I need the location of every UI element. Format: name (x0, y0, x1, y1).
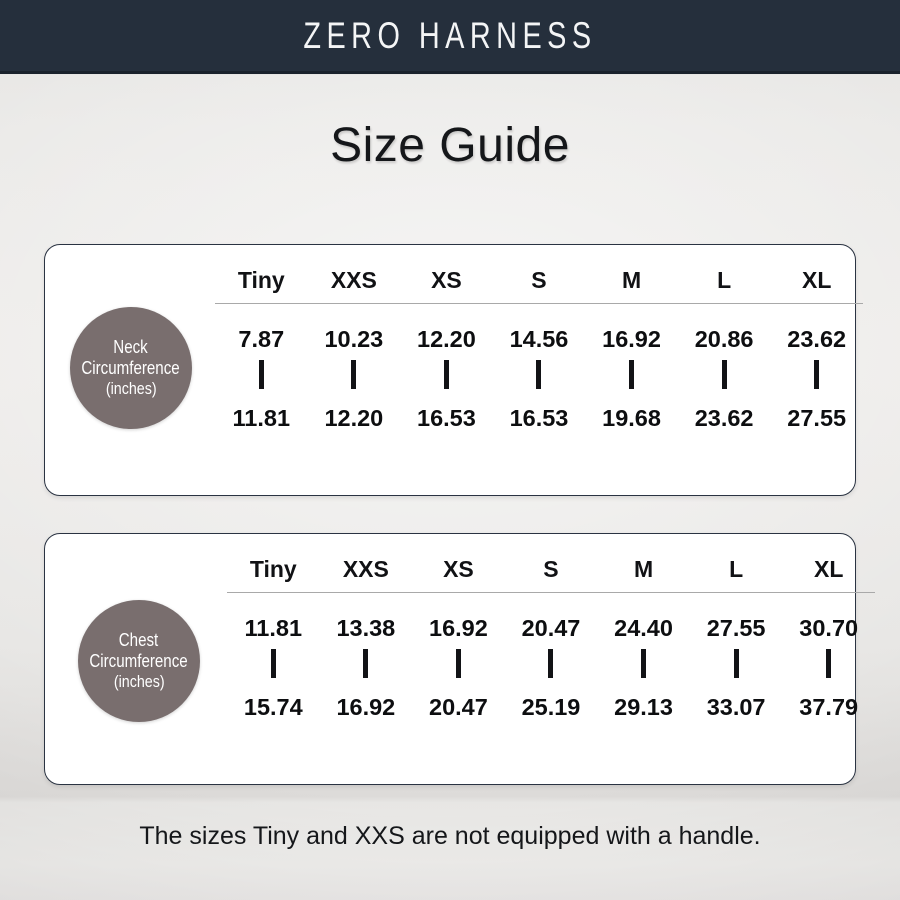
neck-min-s: 14.56 (509, 326, 569, 352)
neck-max-l: 23.62 (694, 405, 754, 431)
chest-max-m: 29.13 (614, 694, 673, 720)
neck-max-xl: 27.55 (787, 405, 847, 431)
range-bar-cell (215, 354, 308, 399)
header-bar: ZERO HARNESS (0, 0, 900, 74)
neck-measurement-badge: Neck Circumference (inches) (70, 307, 192, 429)
column-header-xs: XS (443, 556, 474, 582)
range-bar-cell (782, 643, 875, 688)
neck-max-xs: 16.53 (417, 405, 476, 431)
range-bar-cell (505, 643, 598, 688)
neck-min-l: 20.86 (694, 326, 754, 352)
badge-line-1: Chest (119, 629, 159, 650)
table-row-range-separator (227, 643, 875, 688)
chest-max-xs: 20.47 (429, 694, 488, 720)
range-bar-icon (351, 360, 357, 389)
chest-measurement-badge: Chest Circumference (inches) (78, 600, 200, 722)
neck-min-xs: 12.20 (417, 326, 476, 352)
neck-min-m: 16.92 (602, 326, 661, 352)
table-header-row: Tiny XXS XS S M L XL (227, 556, 875, 593)
chest-max-l: 33.07 (706, 694, 766, 720)
chest-size-table: Tiny XXS XS S M L XL 11.81 13.38 16.92 2… (227, 556, 875, 722)
range-bar-icon (258, 360, 264, 389)
range-bar-icon (629, 360, 635, 389)
chest-max-tiny: 15.74 (243, 694, 303, 720)
chest-min-xl: 30.70 (799, 615, 859, 641)
column-header-l: L (717, 267, 732, 293)
range-bar-cell (400, 354, 493, 399)
brand-title: ZERO HARNESS (303, 14, 597, 56)
range-bar-cell (597, 643, 690, 688)
chest-min-l: 27.55 (706, 615, 766, 641)
chest-min-xs: 16.92 (429, 615, 488, 641)
column-header-m: M (633, 556, 654, 582)
column-header-m: M (621, 267, 642, 293)
range-bar-icon (814, 360, 820, 389)
badge-line-3: (inches) (113, 672, 165, 692)
range-bar-icon (641, 649, 647, 678)
column-header-tiny: Tiny (249, 556, 297, 582)
column-header-s: S (531, 267, 547, 293)
neck-max-m: 19.68 (602, 405, 661, 431)
column-header-xl: XL (801, 267, 832, 293)
table-row-max: 15.74 16.92 20.47 25.19 29.13 33.07 37.7… (227, 688, 875, 722)
neck-max-tiny: 11.81 (232, 405, 291, 431)
badge-line-3: (inches) (105, 379, 157, 399)
range-bar-icon (455, 649, 461, 678)
column-header-xxs: XXS (342, 556, 389, 582)
column-header-xxs: XXS (330, 267, 377, 293)
badge-line-1: Neck (113, 336, 149, 357)
chest-size-card: Chest Circumference (inches) Tiny XXS XS… (44, 533, 875, 785)
range-bar-cell (493, 354, 586, 399)
column-header-xs: XS (431, 267, 462, 293)
range-bar-cell (585, 354, 678, 399)
chest-max-xl: 37.79 (799, 694, 859, 720)
neck-size-table: Tiny XXS XS S M L XL 7.87 10.23 12.20 14… (215, 267, 863, 433)
range-bar-cell (308, 354, 401, 399)
range-bar-cell (227, 643, 320, 688)
range-bar-cell (690, 643, 783, 688)
chest-min-xxs: 13.38 (336, 615, 396, 641)
column-header-s: S (543, 556, 559, 582)
range-bar-cell (320, 643, 413, 688)
table-row-min: 11.81 13.38 16.92 20.47 24.40 27.55 30.7… (227, 593, 875, 644)
table-row-range-separator (215, 354, 863, 399)
neck-max-xxs: 12.20 (324, 405, 384, 431)
range-bar-icon (548, 649, 554, 678)
chest-max-s: 25.19 (521, 694, 581, 720)
range-bar-icon (733, 649, 739, 678)
column-header-xl: XL (813, 556, 844, 582)
neck-min-xl: 23.62 (787, 326, 847, 352)
range-bar-icon (363, 649, 369, 678)
column-header-l: L (729, 556, 744, 582)
footnote-text: The sizes Tiny and XXS are not equipped … (139, 822, 761, 850)
neck-min-xxs: 10.23 (324, 326, 384, 352)
range-bar-cell (770, 354, 863, 399)
chest-min-tiny: 11.81 (244, 615, 303, 641)
badge-line-2: Circumference (81, 357, 181, 378)
range-bar-icon (721, 360, 727, 389)
range-bar-icon (826, 649, 832, 678)
neck-size-card: Neck Circumference (inches) Tiny XXS XS … (44, 244, 863, 496)
range-bar-cell (678, 354, 771, 399)
badge-line-2: Circumference (89, 650, 189, 671)
table-row-min: 7.87 10.23 12.20 14.56 16.92 20.86 23.62 (215, 304, 863, 355)
range-bar-icon (270, 649, 276, 678)
chest-min-m: 24.40 (614, 615, 673, 641)
range-bar-icon (536, 360, 542, 389)
range-bar-cell (412, 643, 505, 688)
table-row-max: 11.81 12.20 16.53 16.53 19.68 23.62 27.5… (215, 399, 863, 433)
page-title: Size Guide (330, 119, 570, 172)
table-header-row: Tiny XXS XS S M L XL (215, 267, 863, 304)
chest-min-s: 20.47 (521, 615, 581, 641)
chest-max-xxs: 16.92 (336, 694, 396, 720)
column-header-tiny: Tiny (237, 267, 285, 293)
range-bar-icon (443, 360, 449, 389)
neck-max-s: 16.53 (509, 405, 569, 431)
neck-min-tiny: 7.87 (238, 326, 285, 352)
